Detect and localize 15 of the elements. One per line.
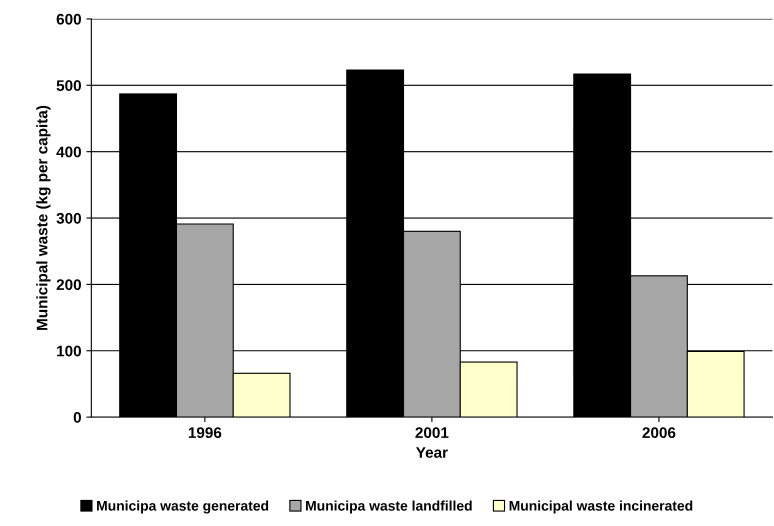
y-tick-label: 500 bbox=[56, 80, 81, 91]
y-tick-label: 300 bbox=[56, 212, 81, 224]
x-tick-label: 2006 bbox=[642, 427, 676, 438]
x-axis-title: Year bbox=[416, 447, 448, 458]
x-tick-label: 1996 bbox=[188, 427, 222, 438]
y-axis-title: Municipal waste (kg per capita) bbox=[36, 106, 51, 330]
y-tick-label: 200 bbox=[56, 279, 81, 290]
y-tick-label: 0 bbox=[74, 412, 81, 423]
legend-label: Municipal waste incinerated bbox=[510, 500, 692, 514]
y-tick-label: 400 bbox=[56, 146, 81, 158]
x-tick-label: 2001 bbox=[415, 427, 448, 438]
y-tick-label: 100 bbox=[57, 346, 81, 356]
legend-label: Municipa waste landfilled bbox=[306, 500, 472, 514]
legend-label: Municipa waste generated bbox=[97, 500, 268, 514]
y-tick-label: 600 bbox=[56, 14, 81, 25]
